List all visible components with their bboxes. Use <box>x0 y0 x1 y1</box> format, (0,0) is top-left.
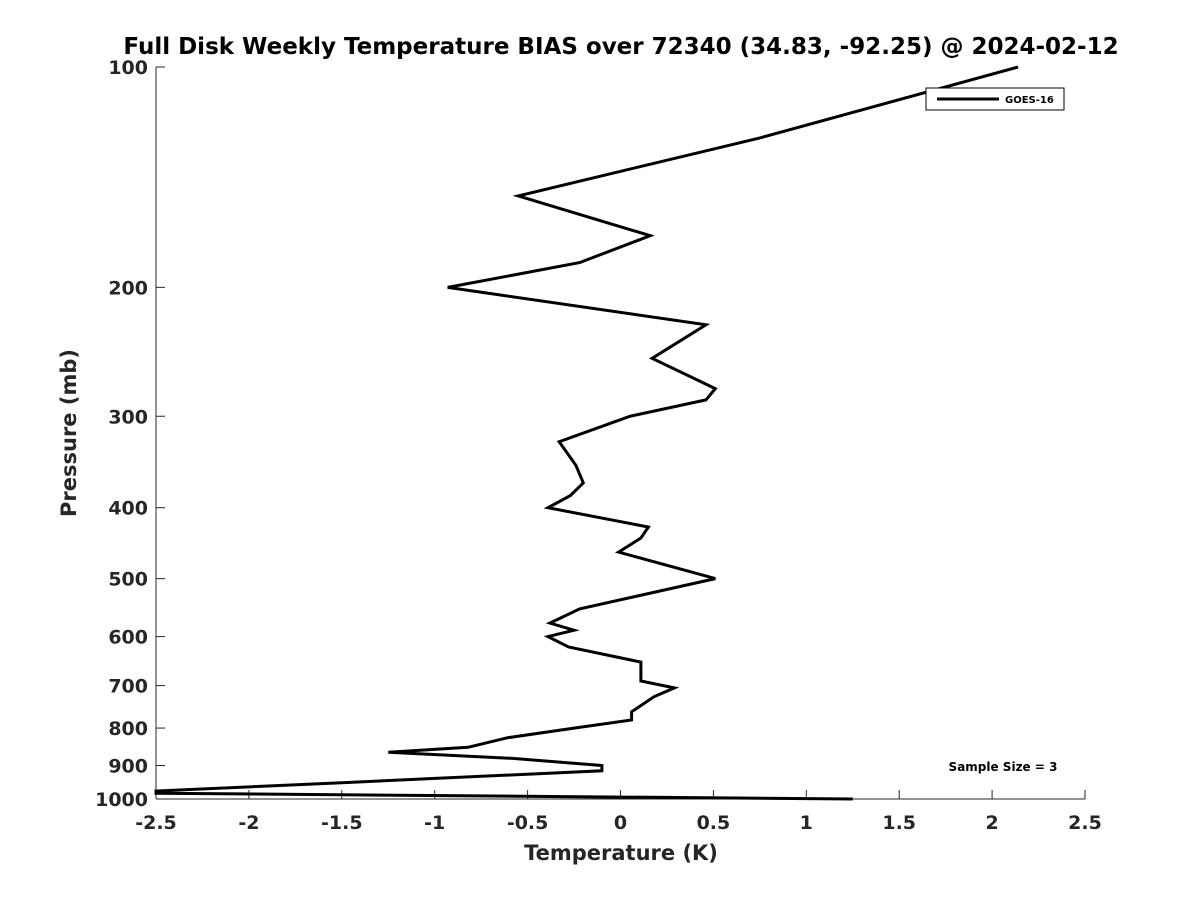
x-tick-label: 1.5 <box>882 812 916 834</box>
y-tick-label: 500 <box>108 569 148 591</box>
y-axis-label: Pressure (mb) <box>57 349 81 517</box>
x-tick-label: -1 <box>424 812 445 834</box>
y-tick-label: 200 <box>108 277 148 299</box>
x-tick-label: -0.5 <box>507 812 549 834</box>
y-tick-label: 800 <box>108 718 148 740</box>
x-tick-label: 0.5 <box>697 812 731 834</box>
chart-title: Full Disk Weekly Temperature BIAS over 7… <box>123 34 1118 60</box>
sample-size-annotation: Sample Size = 3 <box>949 760 1058 774</box>
plot-area <box>155 67 1085 800</box>
x-axis-label: Temperature (K) <box>524 841 718 865</box>
x-tick-label: -2 <box>238 812 259 834</box>
y-tick-label: 1000 <box>95 789 148 811</box>
legend: GOES-16 <box>925 87 1065 111</box>
y-tick-label: 400 <box>108 498 148 520</box>
series-line-goes-16 <box>154 65 1019 801</box>
y-tick-label: 100 <box>108 57 148 79</box>
y-tick-label: 600 <box>108 627 148 649</box>
y-tick-label: 700 <box>108 676 148 698</box>
x-ticks: -2.5 -2 -1.5 -1 -0.5 0 0.5 1 1.5 2 2.5 <box>135 790 1102 834</box>
x-tick-label: -1.5 <box>321 812 363 834</box>
x-tick-label: -2.5 <box>135 812 177 834</box>
y-ticks: 100 200 300 400 500 600 700 800 900 1000 <box>95 57 165 811</box>
x-tick-label: 0 <box>614 812 627 834</box>
y-tick-label: 900 <box>108 756 148 778</box>
x-tick-label: 2 <box>985 812 998 834</box>
y-tick-label: 300 <box>108 406 148 428</box>
legend-label: GOES-16 <box>1005 95 1054 106</box>
x-tick-label: 2.5 <box>1068 812 1102 834</box>
x-tick-label: 1 <box>800 812 813 834</box>
